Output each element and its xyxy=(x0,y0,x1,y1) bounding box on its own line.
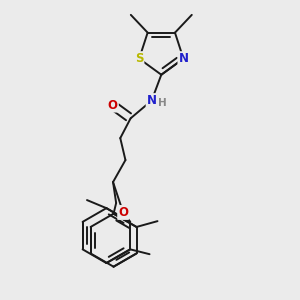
Text: O: O xyxy=(118,206,128,219)
Text: S: S xyxy=(135,52,143,65)
Text: N: N xyxy=(178,52,188,65)
Text: N: N xyxy=(147,94,157,107)
Text: O: O xyxy=(108,99,118,112)
Text: H: H xyxy=(158,98,166,108)
